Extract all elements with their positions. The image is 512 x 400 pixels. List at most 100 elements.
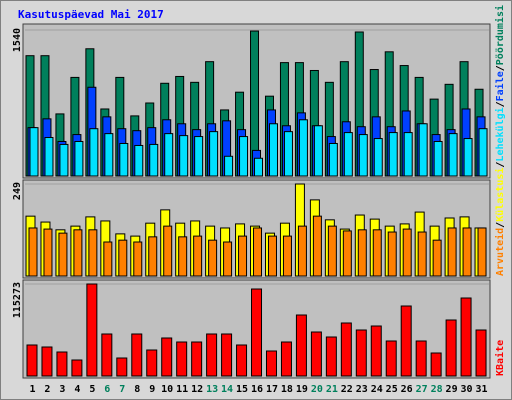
bar bbox=[342, 230, 352, 277]
bar bbox=[146, 349, 158, 377]
bar bbox=[209, 131, 219, 177]
bar bbox=[417, 231, 427, 277]
bar bbox=[191, 341, 203, 377]
bar bbox=[343, 132, 353, 177]
y-tick-label: 115273 bbox=[12, 282, 23, 318]
bar bbox=[148, 236, 158, 277]
x-tick-label: 9 bbox=[149, 384, 155, 395]
x-tick-label: 25 bbox=[386, 384, 398, 395]
bar bbox=[312, 215, 322, 277]
legend-entry: KBaite bbox=[494, 340, 506, 376]
x-tick-label: 20 bbox=[311, 384, 323, 395]
bar bbox=[477, 227, 487, 277]
x-tick-label: 30 bbox=[461, 384, 473, 395]
legend-entry: Arvuteid bbox=[494, 228, 506, 276]
bar bbox=[88, 229, 98, 277]
x-tick-label: 19 bbox=[296, 384, 308, 395]
bar bbox=[253, 227, 263, 277]
bar bbox=[59, 143, 69, 177]
x-tick-label: 24 bbox=[371, 384, 383, 395]
x-tick-label: 31 bbox=[475, 384, 487, 395]
bar bbox=[415, 340, 427, 377]
bar bbox=[104, 133, 114, 177]
bar bbox=[41, 346, 53, 377]
bar bbox=[193, 235, 203, 277]
bar bbox=[238, 235, 248, 277]
bar bbox=[26, 344, 38, 377]
x-tick-label: 3 bbox=[59, 384, 65, 395]
x-tick-label: 18 bbox=[281, 384, 293, 395]
x-tick-label: 1 bbox=[29, 384, 35, 395]
bar bbox=[239, 136, 249, 177]
x-tick-label: 5 bbox=[89, 384, 95, 395]
bar bbox=[298, 119, 308, 177]
bar bbox=[282, 235, 292, 277]
bar bbox=[388, 132, 398, 177]
bar bbox=[267, 235, 277, 277]
bar bbox=[134, 144, 144, 177]
x-tick-label: 10 bbox=[161, 384, 173, 395]
bar bbox=[221, 333, 233, 377]
bar bbox=[403, 132, 413, 177]
bar bbox=[373, 138, 383, 177]
bar bbox=[56, 351, 68, 377]
legend-entry: Külastusi bbox=[494, 168, 506, 222]
x-tick-label: 22 bbox=[341, 384, 353, 395]
bar bbox=[295, 314, 307, 377]
legend-separator: / bbox=[495, 101, 506, 107]
bar bbox=[328, 142, 338, 177]
bar bbox=[418, 123, 428, 177]
x-tick-label: 29 bbox=[446, 384, 458, 395]
bar bbox=[176, 341, 188, 377]
bar bbox=[357, 229, 367, 277]
x-tick-label: 16 bbox=[251, 384, 263, 395]
bar bbox=[208, 239, 218, 277]
bar bbox=[236, 344, 248, 377]
legend-separator: / bbox=[495, 65, 506, 71]
bar bbox=[44, 137, 54, 177]
bar bbox=[327, 225, 337, 277]
bar bbox=[254, 157, 264, 177]
bar bbox=[385, 340, 397, 377]
bar bbox=[118, 239, 128, 277]
bar bbox=[194, 136, 204, 177]
x-tick-label: 6 bbox=[104, 384, 110, 395]
bar bbox=[101, 333, 113, 377]
legend-entry: Pöördumisi bbox=[494, 5, 506, 65]
y-tick-label: 1540 bbox=[12, 28, 23, 52]
x-tick-label: 15 bbox=[236, 384, 248, 395]
bar bbox=[447, 227, 457, 277]
bar bbox=[372, 229, 382, 277]
bar bbox=[89, 128, 99, 177]
bar bbox=[28, 227, 38, 277]
bar bbox=[116, 357, 128, 377]
legend-separator: / bbox=[495, 222, 506, 228]
bar bbox=[462, 227, 472, 277]
bar bbox=[297, 225, 307, 277]
bar bbox=[310, 331, 322, 377]
bar bbox=[433, 140, 443, 177]
bar bbox=[283, 131, 293, 177]
bar bbox=[71, 359, 83, 377]
bar bbox=[280, 341, 292, 377]
bar bbox=[370, 325, 382, 377]
bar bbox=[400, 305, 412, 377]
x-tick-label: 13 bbox=[206, 384, 218, 395]
bar bbox=[163, 225, 173, 277]
bar bbox=[340, 322, 352, 377]
bar bbox=[224, 155, 234, 177]
bar bbox=[29, 127, 39, 177]
bar bbox=[206, 333, 218, 377]
legend-separator: / bbox=[495, 162, 506, 168]
bar bbox=[86, 283, 98, 377]
bar bbox=[58, 232, 68, 277]
bar bbox=[268, 123, 278, 177]
bar bbox=[325, 336, 337, 377]
bar bbox=[161, 337, 173, 377]
x-tick-label: 26 bbox=[401, 384, 413, 395]
bar bbox=[402, 228, 412, 277]
bar bbox=[103, 241, 113, 277]
bar bbox=[164, 133, 174, 177]
bar bbox=[179, 135, 189, 177]
